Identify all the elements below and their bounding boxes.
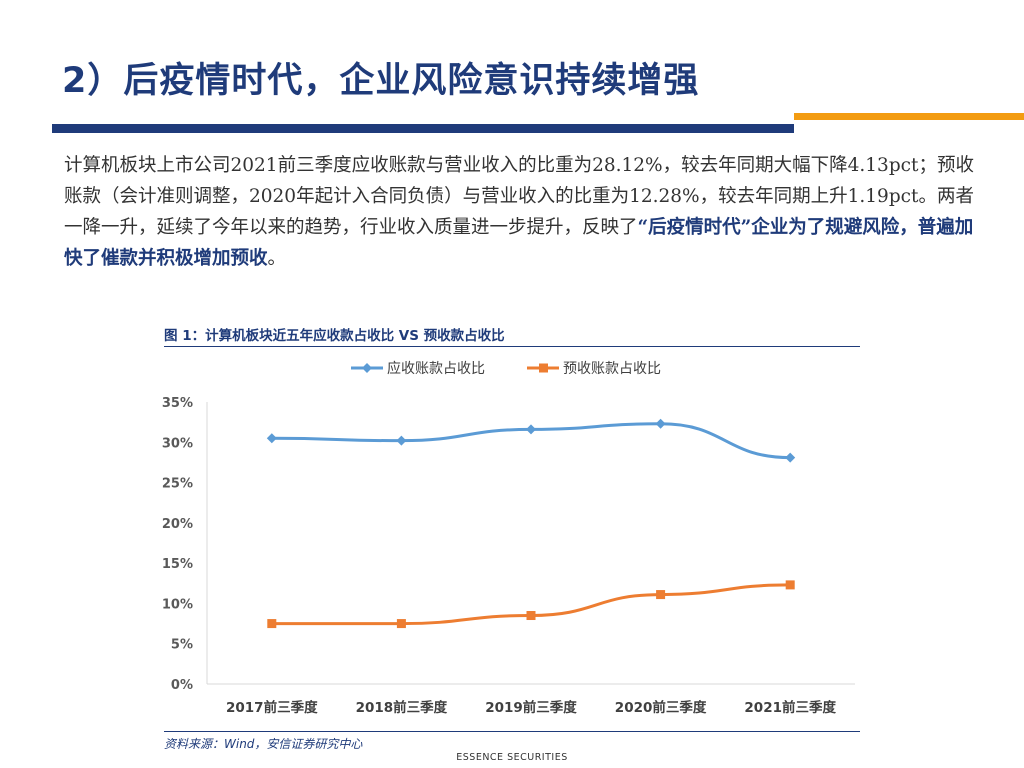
x-tick-label: 2017前三季度 bbox=[226, 699, 318, 716]
y-tick-label: 25% bbox=[162, 477, 193, 492]
summary-end: 。 bbox=[267, 248, 287, 269]
figure-title: 图 1：计算机板块近五年应收款占收比 VS 预收款占收比 bbox=[164, 328, 505, 344]
data-point-advance bbox=[267, 619, 277, 629]
data-point-receivable bbox=[526, 424, 536, 435]
data-point-receivable bbox=[785, 452, 796, 463]
y-tick-label: 35% bbox=[162, 396, 193, 411]
data-point-advance bbox=[785, 580, 795, 590]
y-tick-label: 15% bbox=[162, 557, 193, 572]
figure-bottom-rule bbox=[164, 731, 860, 732]
x-tick-label: 2018前三季度 bbox=[356, 699, 448, 716]
y-tick-label: 10% bbox=[162, 597, 193, 612]
summary-text: 计算机板块上市公司2021前三季度应收账款与营业收入的比重为28.12%，较去年… bbox=[64, 155, 974, 238]
y-tick-label: 20% bbox=[162, 517, 193, 532]
slide-title: 2）后疫情时代，企业风险意识持续增强 bbox=[62, 61, 700, 101]
x-tick-label: 2020前三季度 bbox=[615, 699, 707, 716]
data-point-receivable bbox=[655, 418, 666, 429]
legend-marker bbox=[362, 363, 372, 373]
y-tick-label: 30% bbox=[162, 436, 193, 451]
x-tick-label: 2019前三季度 bbox=[485, 699, 577, 716]
data-point-receivable bbox=[396, 435, 407, 446]
line-chart: 0% 5% 10% 15% 20% 25% 30% 35% 2017前三季度 2018前三季度 20… bbox=[162, 360, 855, 716]
summary-paragraph: 计算机板块上市公司2021前三季度应收账款与营业收入的比重为28.12%，较去年… bbox=[64, 150, 984, 274]
legend-label: 预收账款占收比 bbox=[563, 361, 661, 377]
title-underline-orange bbox=[794, 113, 1024, 120]
legend-marker bbox=[539, 363, 548, 373]
y-tick-label: 5% bbox=[171, 638, 193, 653]
legend-label: 应收账款占收比 bbox=[387, 360, 485, 377]
title-underline-blue bbox=[52, 124, 794, 133]
data-point-advance bbox=[396, 619, 406, 629]
x-tick-label: 2021前三季度 bbox=[744, 699, 836, 716]
data-point-advance bbox=[526, 611, 536, 621]
figure-source: 资料来源：Wind，安信证券研究中心 bbox=[164, 737, 363, 751]
y-tick-label: 0% bbox=[171, 678, 193, 693]
footer-brand: ESSENCE SECURITIES bbox=[456, 752, 568, 763]
figure-title-rule bbox=[164, 346, 860, 347]
data-point-advance bbox=[656, 590, 666, 600]
data-point-receivable bbox=[266, 433, 277, 444]
summary-highlight: “后疫情时代”企业为了规避风险，普遍加快了催款并积极增加预收 bbox=[64, 217, 974, 269]
